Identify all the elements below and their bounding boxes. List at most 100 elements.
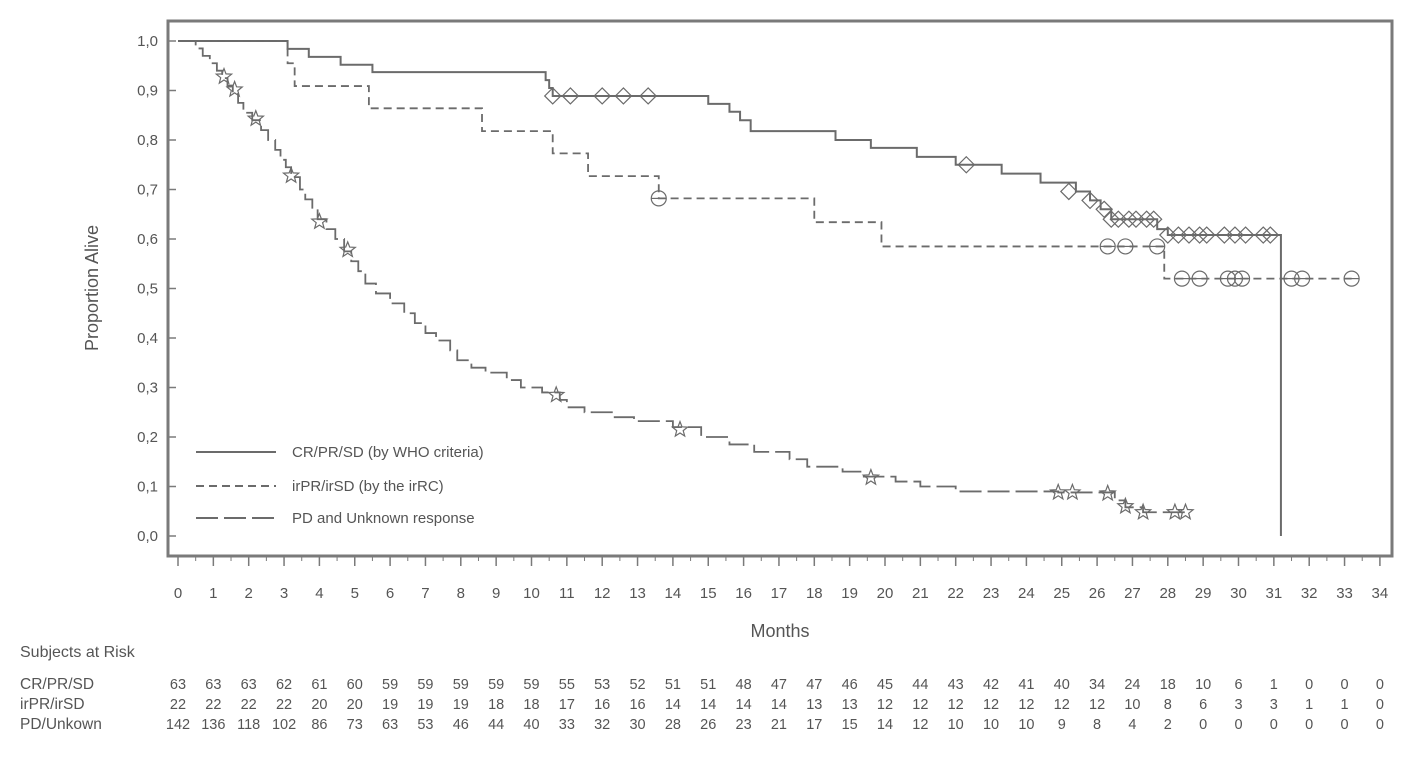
risk-cell: 1 (1269, 677, 1278, 693)
risk-cell: 28 (664, 717, 681, 733)
y-tick-label: 0,7 (137, 182, 158, 199)
risk-cell: 61 (311, 677, 328, 693)
risk-cell: 53 (417, 717, 434, 733)
y-tick-label: 0,2 (137, 429, 158, 446)
risk-cell: 51 (664, 677, 681, 693)
risk-cell: 0 (1234, 717, 1243, 733)
x-tick-label: 26 (1089, 585, 1106, 602)
risk-cell: 15 (841, 717, 858, 733)
x-tick-label: 30 (1230, 585, 1247, 602)
x-tick-label: 15 (700, 585, 717, 602)
risk-cell: 2 (1163, 717, 1172, 733)
risk-cell: 16 (594, 697, 611, 713)
risk-cell: 47 (770, 677, 788, 693)
risk-cell: 59 (523, 677, 540, 693)
x-tick-label: 11 (559, 585, 575, 602)
risk-cell: 12 (912, 717, 929, 733)
risk-cell: 10 (1124, 697, 1141, 713)
censor-diamond-mark (1095, 200, 1114, 219)
x-tick-label: 25 (1053, 585, 1070, 602)
censor-star-mark (281, 165, 301, 184)
risk-cell: 47 (806, 677, 823, 693)
x-tick-label: 4 (315, 585, 323, 602)
risk-cell: 18 (523, 697, 540, 713)
risk-cell: 10 (1195, 677, 1212, 693)
censor-star-mark (861, 467, 881, 486)
legend-label-3: PD and Unknown response (292, 510, 475, 527)
risk-cell: 13 (806, 697, 823, 713)
x-tick-label: 20 (877, 585, 894, 602)
series-2-line (178, 40, 1352, 280)
censor-diamond-mark (957, 155, 976, 174)
risk-cell: 16 (629, 697, 646, 713)
risk-cell: 22 (205, 697, 222, 713)
x-tick-label: 34 (1372, 585, 1389, 602)
x-tick-label: 9 (492, 585, 500, 602)
x-tick-label: 19 (841, 585, 858, 602)
risk-cell: 73 (346, 717, 363, 733)
censor-diamond-mark (1102, 210, 1121, 229)
risk-cell: 46 (452, 717, 469, 733)
risk-cell: 19 (417, 697, 434, 713)
censor-star-mark (1176, 502, 1195, 521)
risk-cell: 12 (1089, 697, 1106, 713)
x-tick-label: 29 (1195, 585, 1212, 602)
risk-cell: 3 (1234, 697, 1243, 713)
x-tick-label: 6 (386, 585, 394, 602)
risk-cell: 42 (982, 677, 1000, 693)
risk-cell: 14 (664, 697, 681, 713)
series-layer (178, 40, 1360, 536)
x-tick-label: 14 (665, 585, 682, 602)
risk-cell: 40 (523, 717, 540, 733)
x-tick-label: 0 (174, 585, 182, 602)
censor-diamond-mark (1190, 226, 1209, 244)
x-axis: 0 1 2 3 4 5 6 7 8 9 10 11 12 13 14 15 16 17 18 19 20 21 22 23 24… (174, 556, 1388, 602)
risk-cell: 34 (1089, 677, 1106, 693)
risk-cell: 45 (876, 677, 894, 693)
y-tick-label: 0,4 (137, 330, 158, 347)
risk-cell: 63 (240, 677, 257, 693)
censor-diamond-mark (593, 87, 612, 105)
risk-cell: 20 (346, 697, 363, 713)
risk-cell: 32 (594, 717, 611, 733)
censor-diamond-mark (1120, 210, 1138, 229)
censor-diamond-mark (1254, 226, 1273, 244)
censor-star-mark (1116, 496, 1135, 515)
x-tick-label: 3 (280, 585, 288, 602)
risk-cell: 0 (1340, 677, 1349, 693)
y-tick-label: 0,9 (137, 83, 158, 100)
y-tick-label: 1,0 (137, 33, 158, 50)
censor-star-mark (670, 419, 690, 438)
x-tick-label: 27 (1124, 585, 1141, 602)
risk-cell: 55 (558, 677, 575, 693)
risk-cell: 17 (806, 717, 823, 733)
x-tick-label: 24 (1018, 585, 1035, 602)
x-axis-title: Months (750, 621, 809, 640)
censor-diamond-mark (1137, 210, 1156, 229)
censor-diamond-mark (1261, 226, 1280, 244)
censor-star-mark (214, 66, 234, 85)
censor-star-mark (1063, 482, 1082, 501)
risk-cell: 4 (1128, 717, 1137, 733)
risk-cell: 1 (1340, 697, 1349, 713)
risk-cell: 0 (1199, 717, 1208, 733)
censor-diamond-mark (1144, 210, 1163, 229)
risk-cell: 43 (947, 677, 964, 693)
risk-cell: 18 (1159, 677, 1176, 693)
risk-cell: 46 (841, 677, 858, 693)
risk-cell: 63 (382, 717, 399, 733)
censor-diamond-mark (1236, 226, 1255, 244)
x-tick-label: 7 (421, 585, 429, 602)
series-3-line (178, 40, 1190, 514)
risk-cell: 12 (876, 697, 894, 713)
series-1-line (178, 40, 1282, 536)
risk-cell: 40 (1053, 677, 1070, 693)
risk-cell: 6 (1199, 697, 1208, 713)
risk-cell: 59 (417, 677, 434, 693)
risk-cell: 23 (735, 717, 752, 733)
x-tick-label: 23 (983, 585, 1000, 602)
risk-cell: 21 (770, 717, 788, 733)
risk-cell: 59 (452, 677, 469, 693)
legend-label-1: CR/PR/SD (by WHO criteria) (292, 444, 484, 461)
